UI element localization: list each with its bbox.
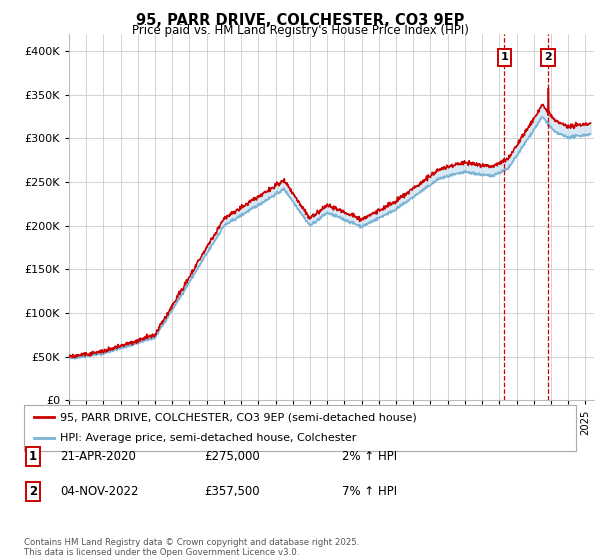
Text: 7% ↑ HPI: 7% ↑ HPI — [342, 485, 397, 498]
Text: Contains HM Land Registry data © Crown copyright and database right 2025.
This d: Contains HM Land Registry data © Crown c… — [24, 538, 359, 557]
Text: 2: 2 — [544, 53, 552, 63]
Text: £275,000: £275,000 — [204, 450, 260, 463]
Text: Price paid vs. HM Land Registry's House Price Index (HPI): Price paid vs. HM Land Registry's House … — [131, 24, 469, 37]
Text: 1: 1 — [29, 450, 37, 463]
Text: 2: 2 — [29, 485, 37, 498]
Text: HPI: Average price, semi-detached house, Colchester: HPI: Average price, semi-detached house,… — [60, 433, 356, 444]
Text: 95, PARR DRIVE, COLCHESTER, CO3 9EP: 95, PARR DRIVE, COLCHESTER, CO3 9EP — [136, 13, 464, 28]
Text: 2% ↑ HPI: 2% ↑ HPI — [342, 450, 397, 463]
Text: 95, PARR DRIVE, COLCHESTER, CO3 9EP (semi-detached house): 95, PARR DRIVE, COLCHESTER, CO3 9EP (sem… — [60, 412, 416, 422]
Text: 04-NOV-2022: 04-NOV-2022 — [60, 485, 139, 498]
Text: 1: 1 — [500, 53, 508, 63]
Text: 21-APR-2020: 21-APR-2020 — [60, 450, 136, 463]
Text: £357,500: £357,500 — [204, 485, 260, 498]
